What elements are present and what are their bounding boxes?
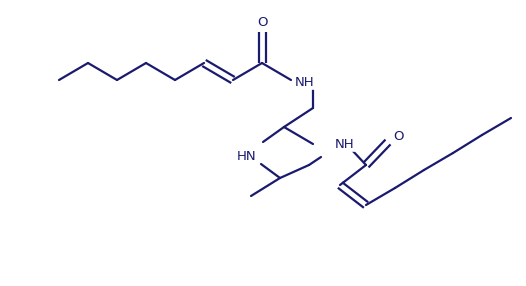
Text: HN: HN bbox=[237, 150, 257, 162]
Text: O: O bbox=[393, 130, 403, 142]
Text: NH: NH bbox=[295, 76, 315, 88]
Text: O: O bbox=[257, 17, 267, 29]
Text: NH: NH bbox=[335, 138, 355, 150]
